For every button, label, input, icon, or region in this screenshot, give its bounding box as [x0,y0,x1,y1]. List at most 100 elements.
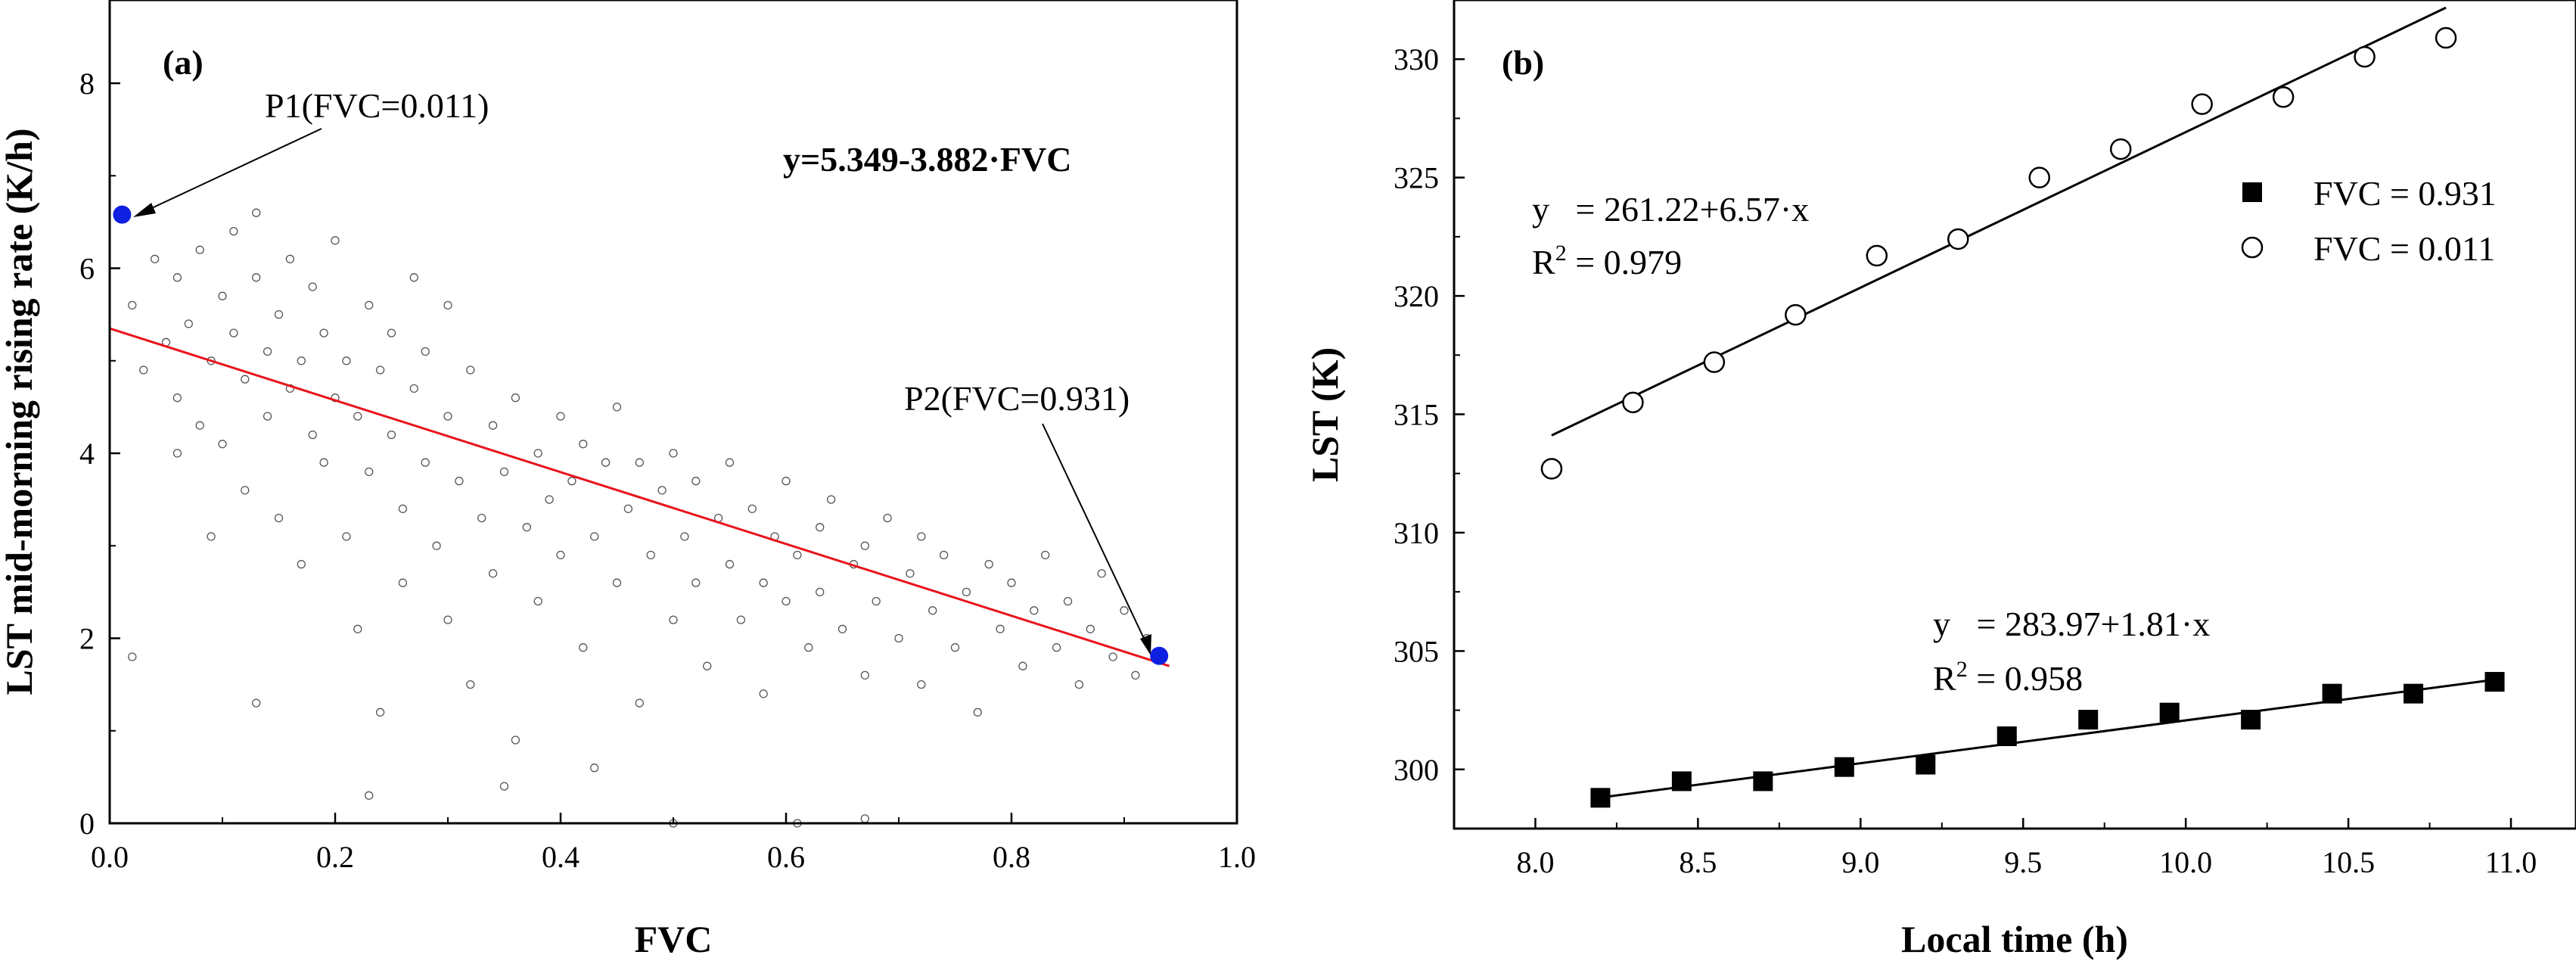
panel-b-legend: FVC = 0.931 FVC = 0.011 [2241,174,2497,268]
b-x-tick-label-2: 9.0 [1841,845,1879,879]
scatter-point-105 [906,569,915,578]
panel-b: 8.0 8.5 9.0 9.5 10.0 10.5 11.0 300 305 310 315 320 3… [1304,0,2576,960]
legend-label-fvc-0931: FVC = 0.931 [2313,174,2497,213]
scatter-point-42 [398,504,408,514]
scatter-point-80 [691,578,701,587]
scatter-point-96 [816,587,825,597]
scatter-point-17 [252,208,261,217]
point-fvc-0011-7 [2109,138,2132,160]
a-x-tick-label-3: 0.6 [767,840,805,874]
scatter-point-19 [263,347,272,356]
scatter-point-131 [860,814,869,823]
panel-b-data-points [1540,26,2505,808]
scatter-point-134 [128,652,137,661]
scatter-point-94 [804,643,813,652]
scatter-point-0 [128,300,137,310]
panel-a-scatter-points [128,208,1151,828]
a-x-tick-label-2: 0.4 [542,840,580,874]
panel-a-frame [108,0,1238,825]
p2-label: P2(FVC=0.931) [904,379,1130,418]
scatter-point-114 [996,624,1005,633]
scatter-point-89 [759,689,768,698]
scatter-point-20 [274,513,284,523]
b-y-tick-label-5: 325 [1394,161,1439,195]
fit-equation-fvc-0011: y = 261.22+6.57·x [1532,190,1809,229]
a-y-tick-label-2: 4 [79,437,95,471]
fit-equation-fvc-0931: y = 283.97+1.81·x [1933,605,2210,643]
scatter-point-45 [421,458,430,467]
b-x-tick-label-1: 8.5 [1679,845,1717,879]
r2-fvc-0931: R2 = 0.958 [1933,657,2083,698]
a-y-tick-label-1: 2 [79,622,95,656]
scatter-point-64 [556,550,565,560]
panel-a-x-axis-title: FVC [635,918,713,960]
scatter-point-103 [883,513,892,523]
panel-b-frame [1453,0,2576,830]
scatter-point-133 [365,791,374,800]
scatter-point-106 [917,680,926,689]
scatter-point-46 [421,347,430,356]
scatter-point-28 [319,458,328,467]
scatter-point-78 [669,449,678,458]
scatter-point-37 [365,467,374,477]
a-x-tick-label-0: 0.0 [91,840,129,874]
scatter-point-15 [241,375,250,384]
point-fvc-0931-7 [2159,702,2180,723]
point-fvc-0011-2 [1703,351,1726,373]
scatter-point-119 [1052,643,1061,652]
legend-label-fvc-0011: FVC = 0.011 [2313,229,2495,268]
scatter-point-10 [218,291,227,300]
scatter-point-88 [759,578,768,587]
scatter-point-124 [1108,652,1117,661]
scatter-point-49 [443,615,452,624]
b-y-tick-label-4: 320 [1394,279,1439,313]
a-x-tick-label-1: 0.2 [316,840,354,874]
scatter-point-41 [387,328,396,337]
scatter-point-84 [725,560,735,569]
highlight-point-p1 [113,205,132,224]
scatter-point-33 [342,356,351,365]
scatter-point-1 [139,365,148,375]
scatter-point-66 [579,643,588,652]
panel-a-label: (a) [163,43,204,82]
p1-arrow-line [143,128,322,213]
scatter-point-51 [466,365,475,375]
scatter-point-24 [297,560,306,569]
scatter-point-63 [556,412,565,421]
scatter-point-11 [218,440,227,449]
p2-arrow-line [1042,423,1147,644]
scatter-point-44 [409,384,418,393]
point-fvc-0011-3 [1785,303,1807,326]
scatter-point-91 [782,596,791,606]
b-y-tick-label-1: 305 [1394,634,1439,668]
scatter-point-76 [657,486,667,495]
scatter-point-102 [872,596,881,606]
scatter-point-92 [782,477,791,486]
scatter-point-35 [353,624,362,633]
scatter-point-117 [1030,606,1039,615]
scatter-point-52 [466,680,475,689]
scatter-point-4 [172,393,182,403]
a-y-tick-label-0: 0 [79,807,95,841]
scatter-point-31 [331,236,340,245]
a-x-tick-label-4: 0.8 [993,840,1030,874]
point-fvc-0011-10 [2354,45,2376,68]
scatter-point-125 [1120,606,1129,615]
legend-marker-fvc-0931 [2242,182,2262,202]
scatter-point-61 [533,449,542,458]
b-x-tick-label-5: 10.5 [2322,845,2375,879]
scatter-point-97 [826,495,836,504]
scatter-point-100 [860,670,869,680]
scatter-point-54 [488,421,498,430]
scatter-point-98 [837,624,847,633]
scatter-point-58 [511,736,520,745]
panel-a-fit-line [109,327,1170,667]
b-x-tick-label-6: 11.0 [2485,845,2537,879]
scatter-point-67 [579,440,588,449]
scatter-point-36 [365,300,374,310]
point-fvc-0931-2 [1753,771,1773,792]
panel-b-ticks: 8.0 8.5 9.0 9.5 10.0 10.5 11.0 300 305 310 315 320 3… [1394,42,2537,879]
scatter-point-126 [1131,670,1140,680]
point-fvc-0931-0 [1590,788,1611,808]
scatter-point-81 [691,477,701,486]
